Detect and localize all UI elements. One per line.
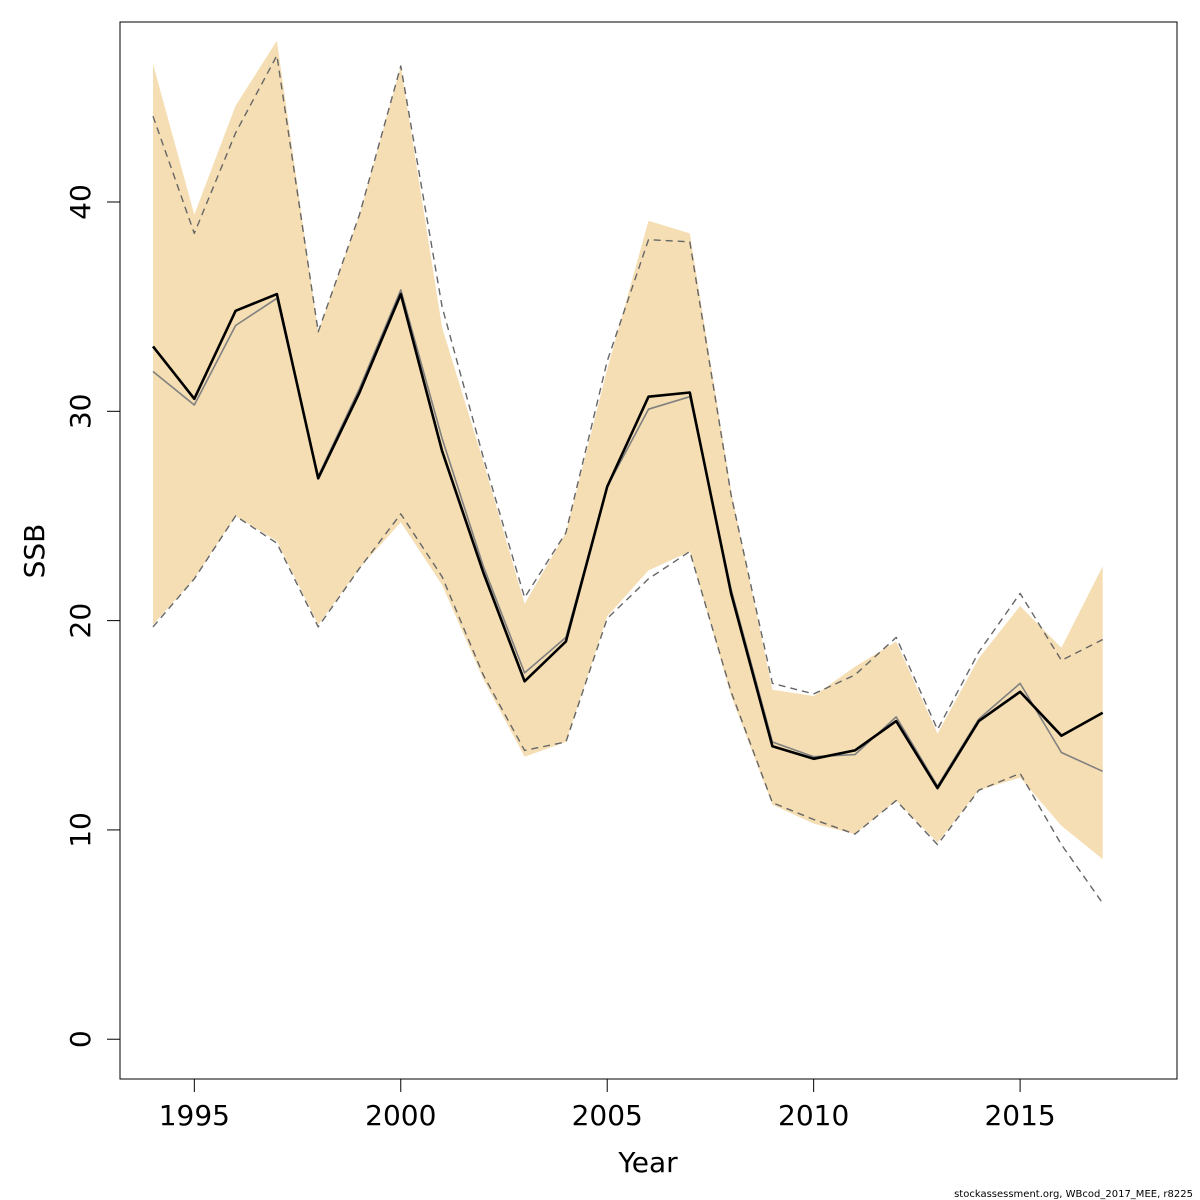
x-axis: 1995 2000 2005 2010 2015 <box>159 1078 1056 1132</box>
previous-lower-line <box>152 513 1104 904</box>
y-tick-label: 30 <box>64 393 97 429</box>
y-axis: 0 10 20 30 40 <box>64 184 121 1048</box>
estimate-line <box>151 292 1104 790</box>
x-axis-title: Year <box>617 1146 678 1179</box>
footer-credit: stockassessment.org, WBcod_2017_MEE, r82… <box>954 1189 1193 1200</box>
y-tick-label: 40 <box>64 184 97 220</box>
y-tick-label: 0 <box>64 1030 97 1048</box>
x-tick-label: 1995 <box>159 1099 230 1132</box>
y-tick-label: 20 <box>64 603 97 639</box>
series-lines-layer <box>151 54 1104 904</box>
y-axis-title: SSB <box>18 524 51 579</box>
x-tick-label: 2000 <box>365 1099 436 1132</box>
x-tick-label: 2005 <box>572 1099 643 1132</box>
confidence-band <box>153 40 1103 860</box>
x-tick-label: 2010 <box>778 1099 849 1132</box>
y-tick-label: 10 <box>64 812 97 848</box>
previous-upper-line <box>152 54 1104 731</box>
x-tick-label: 2015 <box>984 1099 1055 1132</box>
confidence-band-layer <box>153 40 1103 860</box>
